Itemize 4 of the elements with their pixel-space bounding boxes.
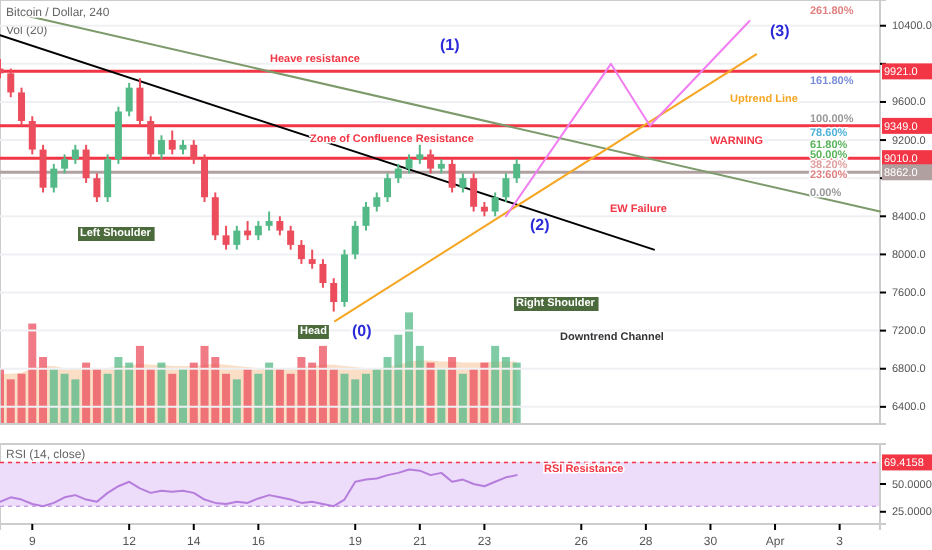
annotation: (2) <box>530 216 551 234</box>
annotation: (3) <box>770 22 791 40</box>
annotation: (1) <box>440 36 461 54</box>
annotation: (0) <box>352 322 373 340</box>
